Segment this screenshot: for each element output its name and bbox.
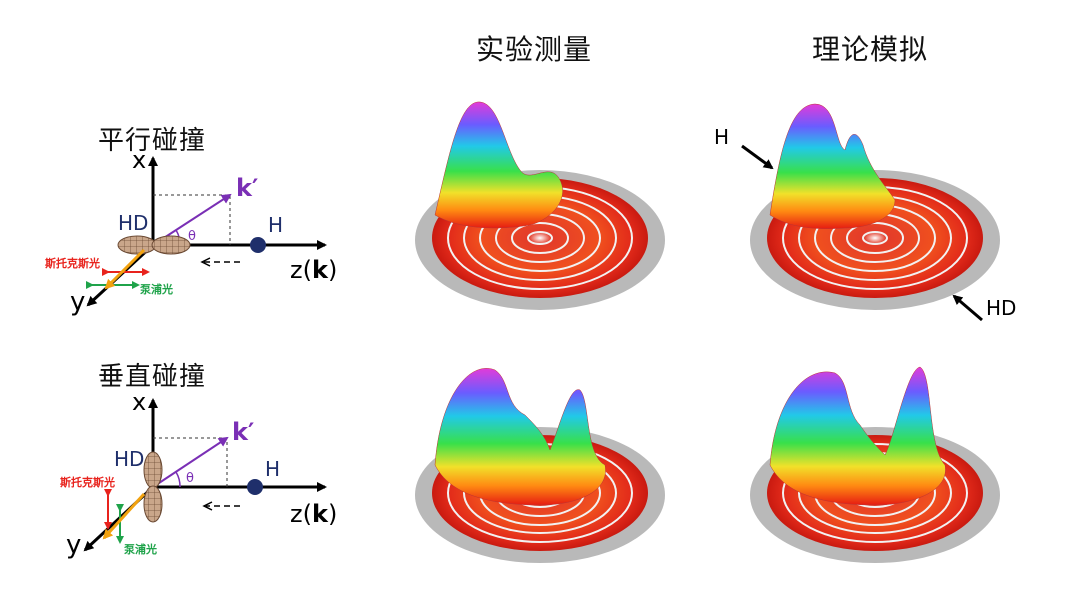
hd-lobe-right — [151, 235, 191, 255]
surface-plot-experiment-perpendicular — [415, 368, 665, 563]
h-label: H — [268, 213, 283, 237]
h-atom — [250, 237, 266, 253]
pump-label: 泵浦光 — [140, 282, 173, 296]
z-axis-label: z(k) — [290, 256, 337, 284]
hd-lobe-left — [117, 235, 157, 255]
plot-peak — [434, 368, 606, 506]
theta-arc — [175, 471, 181, 488]
z-axis-label: z(k) — [290, 500, 337, 528]
theta-label: θ — [188, 229, 196, 244]
k-prime-label: k′ — [232, 418, 254, 446]
hd-lobe-bottom — [143, 485, 163, 523]
laser-direction-arrow — [104, 248, 146, 290]
perpendicular-collision-diagram: x y z(k) k′ θ HD H 斯托克斯光 泵浦光 — [60, 390, 337, 560]
h-pointer-arrow — [741, 144, 774, 170]
plot-peak — [769, 103, 896, 229]
plot-peak — [769, 366, 946, 506]
hd-label: HD — [114, 447, 144, 471]
stokes-label: 斯托克斯光 — [45, 256, 100, 270]
hd-label: HD — [118, 211, 148, 235]
parallel-collision-diagram: x y z(k) k′ θ HD H 斯托克斯光 泵浦光 — [45, 150, 337, 317]
hd-pointer-arrow — [952, 294, 983, 322]
y-axis-label: y — [66, 530, 81, 560]
h-atom — [247, 479, 263, 495]
row-title-perpendicular: 垂直碰撞 — [98, 362, 207, 392]
surface-plot-theory-perpendicular — [750, 366, 1000, 563]
header-theory: 理论模拟 — [812, 33, 929, 66]
y-axis-label: y — [70, 287, 85, 317]
surface-plot-theory-parallel — [750, 103, 1000, 310]
h-pointer-label: H — [714, 125, 729, 149]
theta-label: θ — [186, 471, 194, 486]
x-axis-label: x — [132, 150, 146, 174]
annotation-arrows: H HD — [714, 125, 1016, 322]
h-motion-arrowhead — [202, 501, 213, 511]
pump-label: 泵浦光 — [124, 542, 157, 556]
header-experiment: 实验测量 — [476, 33, 593, 66]
plot-peak — [434, 101, 563, 229]
row-title-parallel: 平行碰撞 — [98, 126, 207, 156]
k-prime-label: k′ — [236, 174, 258, 202]
x-axis-label: x — [132, 390, 146, 416]
hd-pointer-label: HD — [986, 296, 1016, 320]
surface-plot-experiment-parallel — [415, 101, 665, 310]
stokes-label: 斯托克斯光 — [60, 475, 115, 489]
k-prime-vector — [152, 436, 229, 488]
h-motion-arrowhead — [200, 257, 211, 267]
h-label: H — [265, 457, 280, 481]
projection-dashes — [153, 194, 231, 245]
laser-direction-arrow — [102, 492, 146, 540]
hd-lobe-top — [143, 451, 163, 489]
